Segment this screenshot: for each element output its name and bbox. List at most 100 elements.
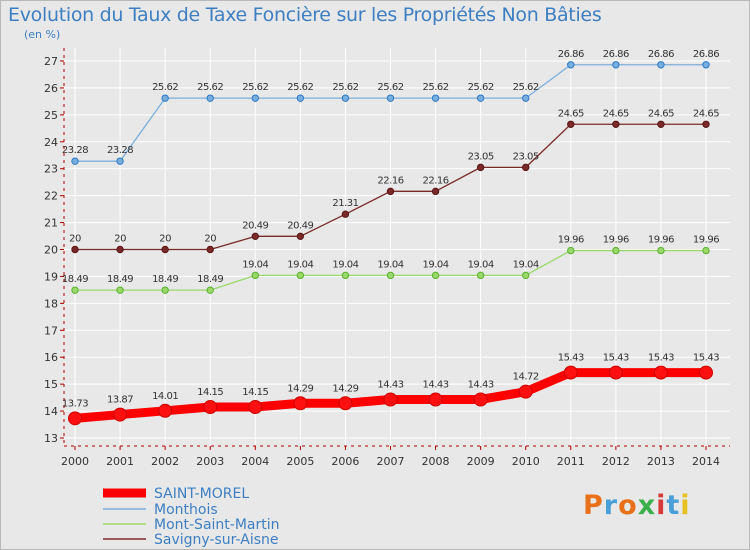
data-label: 14.15 [197, 387, 223, 398]
data-label: 14.72 [513, 372, 539, 383]
data-point [702, 61, 710, 69]
legend: SAINT-MORELMonthoisMont-Saint-MartinSavi… [103, 486, 280, 548]
logo-letter: o [618, 490, 638, 521]
y-tick-label: 19 [44, 270, 58, 283]
data-label: 20 [69, 234, 81, 245]
data-label: 23.28 [107, 145, 133, 156]
x-tick-label: 2006 [331, 455, 359, 468]
data-label: 26.86 [648, 49, 674, 60]
legend-label: SAINT-MOREL [154, 486, 249, 502]
data-point [386, 187, 395, 196]
data-label: 20.49 [242, 220, 268, 231]
data-label: 23.28 [62, 145, 88, 156]
data-point [206, 245, 214, 254]
data-label: 18.49 [197, 274, 223, 285]
data-label: 19.96 [693, 235, 719, 246]
y-tick-label: 23 [44, 163, 58, 176]
data-label: 24.65 [603, 108, 629, 119]
data-point [71, 286, 79, 294]
data-label: 20 [204, 234, 216, 245]
data-label: 25.62 [468, 82, 494, 93]
legend-label: Mont-Saint-Martin [154, 517, 280, 533]
data-point [71, 245, 79, 254]
data-point [657, 246, 665, 255]
legend-label: Monthois [154, 502, 218, 518]
data-label: 19.04 [513, 259, 539, 270]
x-tick-label: 2000 [61, 455, 89, 468]
data-point [116, 245, 124, 254]
series-layer [68, 61, 713, 426]
data-label: 24.65 [693, 108, 719, 119]
data-label: 22.16 [423, 175, 449, 186]
data-point [158, 403, 173, 418]
logo-letter: x [637, 490, 657, 521]
x-tick-label: 2007 [377, 455, 405, 468]
data-point [386, 94, 395, 102]
data-label: 13.73 [62, 398, 88, 409]
chart-title: Evolution du Taux de Taxe Foncière sur l… [8, 4, 602, 26]
data-point [206, 286, 214, 294]
y-tick-label: 18 [44, 297, 58, 310]
data-point [161, 286, 169, 294]
grid [64, 48, 730, 446]
x-tick-label: 2009 [467, 455, 495, 468]
data-label: 23.05 [468, 151, 494, 162]
data-label: 25.62 [513, 82, 539, 93]
x-tick-label: 2014 [692, 455, 720, 468]
data-label: 19.04 [332, 259, 358, 270]
data-label: 25.62 [197, 82, 223, 93]
data-point [116, 157, 124, 165]
x-tick-label: 2002 [151, 455, 179, 468]
proxiti-logo: Proxiti [583, 490, 691, 521]
data-point [203, 400, 218, 415]
logo-letter: P [583, 490, 604, 521]
data-point [71, 157, 79, 165]
data-label: 14.01 [152, 391, 178, 402]
data-label: 14.29 [287, 383, 313, 394]
data-point [296, 94, 305, 102]
y-tick-label: 20 [44, 244, 58, 257]
data-point [431, 187, 440, 196]
data-point [293, 396, 308, 411]
x-tick-label: 2004 [241, 455, 269, 468]
data-label: 19.96 [648, 235, 674, 246]
data-label: 22.16 [377, 175, 403, 186]
data-point [699, 365, 713, 380]
data-point [476, 271, 485, 280]
x-tick-label: 2013 [647, 455, 675, 468]
data-label: 18.49 [62, 274, 88, 285]
y-tick-label: 13 [44, 432, 58, 445]
data-point [563, 365, 578, 380]
y-tick-label: 27 [44, 55, 58, 68]
data-point [657, 61, 665, 69]
y-tick-label: 22 [44, 190, 58, 203]
data-label: 19.96 [558, 235, 584, 246]
data-label: 19.96 [603, 235, 629, 246]
data-point [431, 271, 440, 280]
data-label: 25.62 [332, 82, 358, 93]
data-point [567, 61, 575, 69]
legend-label: Savigny-sur-Aisne [154, 532, 279, 548]
data-label: 23.05 [513, 151, 539, 162]
data-point [296, 232, 305, 241]
data-label: 18.49 [152, 274, 178, 285]
data-label: 14.43 [468, 379, 494, 390]
data-point [68, 411, 82, 426]
data-point [612, 61, 620, 69]
data-point [341, 210, 350, 218]
x-tick-label: 2011 [557, 455, 585, 468]
data-label: 19.04 [287, 259, 313, 270]
data-point [161, 94, 169, 102]
data-point [116, 286, 124, 294]
logo-letter: t [666, 490, 681, 521]
y-tick-label: 25 [44, 109, 58, 122]
data-label: 25.62 [152, 82, 178, 93]
data-label: 26.86 [603, 49, 629, 60]
chart-subtitle: (en %) [24, 28, 61, 41]
y-tick-label: 14 [44, 405, 58, 418]
x-tick-label: 2010 [512, 455, 540, 468]
data-point [206, 94, 214, 102]
data-point [251, 232, 259, 241]
data-point [341, 271, 350, 280]
